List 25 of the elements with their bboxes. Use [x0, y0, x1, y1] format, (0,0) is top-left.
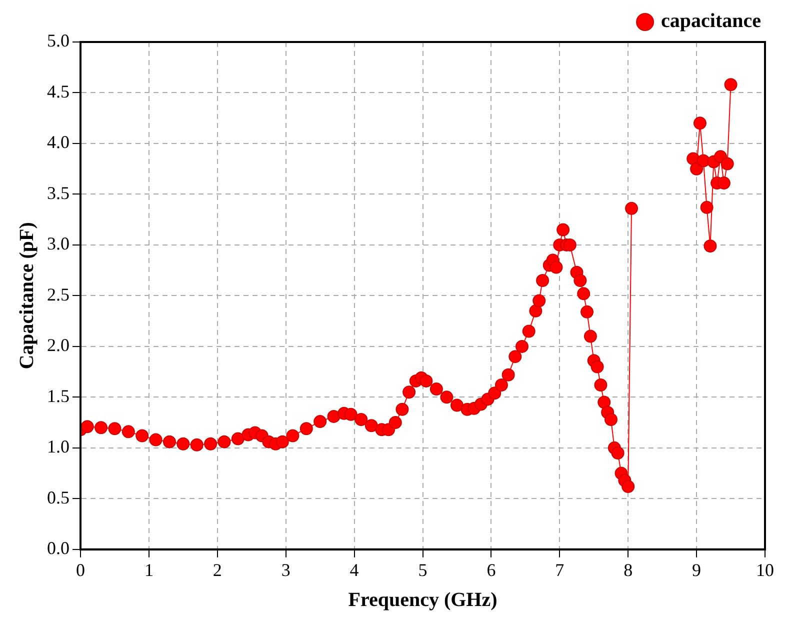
- y-tick-label: 3.0: [47, 234, 70, 254]
- x-tick-label: 4: [350, 560, 359, 580]
- y-tick-label: 0.0: [47, 538, 70, 558]
- y-tick-label: 2.5: [47, 284, 70, 304]
- y-tick-label: 3.5: [47, 182, 70, 203]
- x-tick-label: 10: [756, 560, 774, 580]
- legend-label: capacitance: [661, 10, 762, 32]
- y-tick-label: 2.0: [47, 335, 70, 356]
- x-tick-label: 8: [624, 560, 633, 580]
- y-tick-label: 4.0: [47, 132, 70, 152]
- x-tick-label: 3: [281, 560, 290, 580]
- x-tick-label: 2: [212, 560, 222, 580]
- y-tick-label: 4.5: [47, 81, 70, 102]
- x-tick-label: 1: [144, 560, 154, 580]
- y-axis-title: Capacitance (pF): [16, 222, 38, 370]
- x-tick-label: 5: [418, 560, 428, 580]
- x-axis-title: Frequency (GHz): [348, 589, 498, 612]
- x-tick-label: 0: [76, 560, 85, 580]
- y-tick-label: 1.0: [47, 436, 70, 457]
- y-tick-label: 0.5: [47, 487, 70, 508]
- x-tick-label: 7: [555, 560, 564, 580]
- y-tick-label: 1.5: [47, 386, 70, 406]
- x-tick-label: 9: [692, 560, 702, 580]
- y-tick-label: 5.0: [47, 30, 70, 51]
- x-tick-label: 6: [486, 560, 496, 580]
